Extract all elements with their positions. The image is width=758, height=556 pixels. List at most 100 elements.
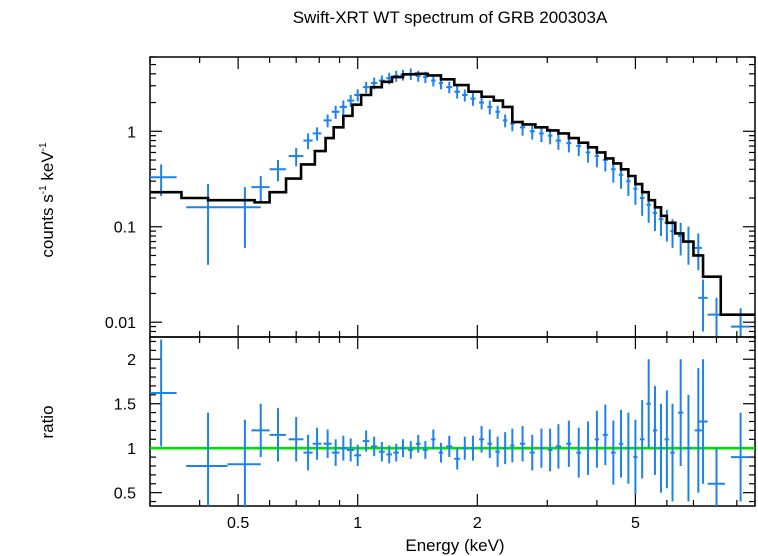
ratio-data-point	[730, 412, 750, 502]
spectrum-data-point	[150, 164, 177, 196]
spectrum-y-label: counts s-1 keV-1	[38, 142, 57, 258]
spectrum-data-point	[685, 226, 691, 265]
ratio-data-point	[331, 439, 340, 466]
ratio-data-point	[529, 434, 535, 471]
ratio-y-tick-label: 2	[127, 352, 136, 369]
ylabel-mid: keV	[38, 151, 57, 186]
spectrum-data-point	[495, 105, 500, 119]
ratio-data-point	[646, 359, 651, 449]
svg-text:counts s-1 keV-1: counts s-1 keV-1	[38, 142, 57, 258]
ratio-data-point	[446, 435, 453, 458]
ratio-data-point	[639, 400, 645, 479]
ratio-data-point	[150, 339, 177, 447]
ratio-panel: 0.5 1 2 5 0.5 1 1.5 2	[114, 57, 756, 532]
ratio-data-point	[393, 443, 399, 462]
spectrum-data-point	[431, 75, 436, 87]
ratio-data-point	[670, 403, 675, 502]
ylabel-sup2: -1	[38, 142, 49, 151]
ratio-data-point	[707, 448, 725, 506]
spectrum-data-point	[502, 114, 508, 128]
ratio-data-point	[618, 409, 624, 478]
ratio-data-point	[415, 434, 421, 453]
ratio-data-point	[626, 412, 631, 484]
spectrum-data-point	[446, 81, 453, 94]
ratio-data-point	[594, 410, 600, 468]
ratio-data-point	[354, 444, 362, 466]
ratio-data-point	[227, 419, 261, 506]
ratio-data-point	[470, 435, 476, 461]
ratio-data-point	[362, 430, 370, 452]
spectrum-data-point	[487, 100, 493, 115]
spectrum-data-point	[707, 297, 725, 337]
spectrum-data-point	[555, 132, 562, 150]
x-axis-label: Energy (keV)	[405, 536, 504, 555]
ratio-data-point	[454, 448, 461, 470]
ratio-data-point	[664, 390, 670, 489]
ratio-data-point	[610, 420, 616, 485]
ratio-data-point	[288, 417, 304, 462]
ratio-y-tick-label: 1	[127, 441, 136, 458]
spectrum-data-point	[362, 81, 370, 94]
spectrum-data-point	[339, 100, 348, 115]
x-tick-label: 0.5	[227, 515, 249, 532]
ratio-frame	[149, 336, 756, 507]
ratio-data-point	[602, 404, 608, 466]
ratio-data-point	[378, 441, 385, 462]
ratio-data-point	[519, 425, 526, 462]
spectrum-data-point	[269, 160, 287, 182]
model-line	[150, 72, 755, 316]
ratio-data-point	[386, 445, 393, 464]
ratio-data-point	[510, 428, 515, 463]
ylabel-main: counts s	[38, 194, 57, 257]
ratio-data-point	[323, 429, 332, 458]
ratio-data-point	[371, 436, 378, 457]
y-tick-label: 0.1	[114, 220, 136, 237]
ratio-data-point	[487, 429, 493, 458]
spectrum-data-point	[312, 127, 322, 141]
x-tick-label: 5	[631, 515, 640, 532]
spectrum-data-point	[470, 92, 476, 106]
ratio-data-point	[539, 428, 544, 468]
ratio-y-tick-label: 1.5	[114, 397, 136, 414]
spectrum-data-point	[461, 89, 468, 102]
spectrum-data-point	[251, 176, 270, 203]
ratio-data-point	[269, 408, 287, 462]
ratio-data-point	[658, 403, 664, 493]
ratio-y-label: ratio	[38, 405, 57, 438]
ratio-data-point	[400, 439, 406, 458]
spectrum-data-point	[227, 187, 261, 248]
spectrum-data-point	[347, 94, 355, 107]
ratio-data-point	[251, 403, 270, 458]
spectrum-data-point	[186, 184, 228, 265]
spectrum-data-point	[694, 233, 702, 271]
spectrum-data-point	[698, 279, 708, 332]
ratio-data-point	[339, 435, 348, 461]
ratio-data-point	[576, 427, 582, 478]
ratio-data-point	[698, 359, 708, 484]
x-tick-label: 1	[353, 515, 362, 532]
ratio-data-point	[694, 368, 702, 493]
ratio-data-point	[438, 442, 444, 463]
spectrum-data-point	[539, 126, 544, 143]
spectrum-data-point	[479, 96, 485, 110]
spectrum-data-point	[730, 308, 750, 337]
spectrum-data-point	[415, 70, 421, 82]
ratio-data-point	[685, 394, 691, 502]
spectrum-data-point	[331, 105, 340, 119]
ratio-data-point	[423, 441, 428, 459]
spectrum-data-point	[529, 124, 535, 140]
ratio-data-point	[678, 359, 684, 466]
x-tick-label: 2	[473, 515, 482, 532]
ratio-data-point	[555, 424, 562, 469]
ratio-data-point	[312, 427, 322, 460]
ratio-data-point	[408, 441, 414, 459]
ratio-data-point	[502, 432, 508, 465]
y-tick-label: 1	[127, 124, 136, 141]
y-tick-label: 0.01	[105, 315, 136, 332]
ratio-y-tick-label: 0.5	[114, 486, 136, 503]
ratio-data-point	[347, 438, 355, 462]
ratio-data-point	[585, 421, 591, 475]
spectrum-panel: 0.01 0.1 1	[105, 56, 756, 506]
ratio-data-point	[495, 436, 500, 467]
